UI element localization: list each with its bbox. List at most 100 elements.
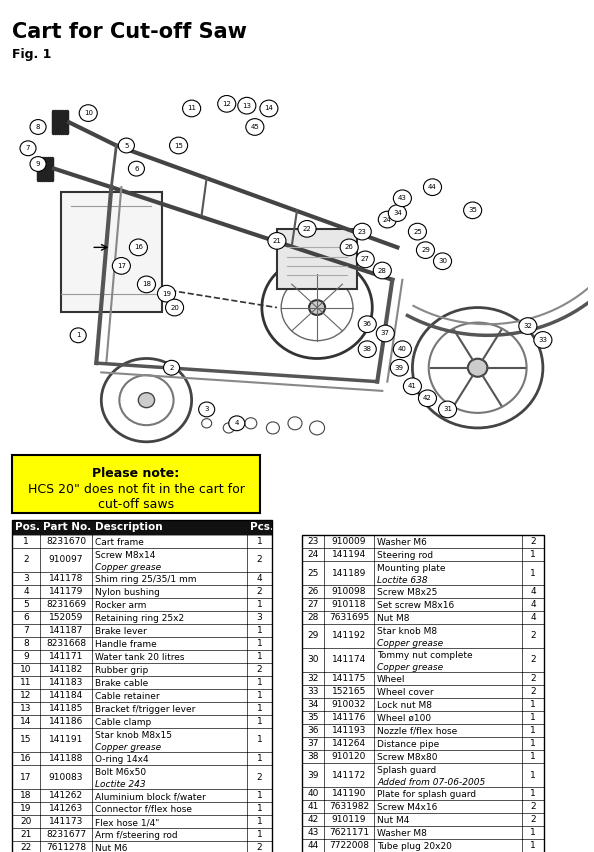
Text: 24: 24	[307, 550, 318, 559]
Text: 34: 34	[393, 210, 402, 216]
Bar	[12, 676, 272, 689]
Text: 910083: 910083	[49, 773, 83, 781]
Bar	[12, 728, 272, 752]
Bar	[302, 800, 544, 813]
Text: 24: 24	[383, 216, 391, 222]
Text: 2: 2	[257, 665, 263, 674]
Text: 1: 1	[530, 828, 536, 837]
Text: Screw M8x14: Screw M8x14	[95, 551, 156, 560]
Text: 141188: 141188	[49, 754, 83, 763]
Bar	[12, 520, 272, 535]
Text: 37: 37	[381, 331, 390, 337]
Text: 15: 15	[20, 735, 31, 745]
Circle shape	[412, 308, 543, 428]
Text: 141192: 141192	[332, 631, 366, 641]
Text: 34: 34	[307, 700, 319, 709]
Text: 1: 1	[530, 726, 536, 735]
Circle shape	[246, 118, 264, 135]
Text: 2: 2	[530, 815, 536, 824]
Bar	[302, 737, 544, 750]
Circle shape	[418, 390, 437, 406]
Circle shape	[468, 359, 488, 377]
Text: 141175: 141175	[332, 674, 366, 683]
Text: 910120: 910120	[332, 752, 366, 761]
Text: 26: 26	[307, 587, 319, 596]
Text: Please note:: Please note:	[93, 467, 179, 480]
Bar	[302, 763, 544, 787]
Text: 41: 41	[307, 802, 319, 811]
Text: 910032: 910032	[332, 700, 366, 709]
Bar	[302, 839, 544, 852]
Text: 141189: 141189	[332, 568, 366, 578]
Bar	[302, 813, 544, 826]
Text: 7621171: 7621171	[329, 828, 369, 837]
Text: 6: 6	[23, 613, 29, 622]
Text: 2: 2	[530, 802, 536, 811]
Circle shape	[166, 299, 184, 316]
Bar	[302, 611, 544, 624]
Text: 141174: 141174	[332, 655, 366, 665]
Text: 141187: 141187	[49, 626, 83, 635]
Bar	[12, 702, 272, 715]
Text: Flex hose 1/4": Flex hose 1/4"	[95, 818, 159, 827]
Text: 8231670: 8231670	[46, 537, 86, 546]
Circle shape	[112, 257, 131, 274]
Text: 25: 25	[413, 228, 422, 234]
Text: 28: 28	[307, 613, 319, 622]
Text: 910009: 910009	[332, 537, 366, 546]
Text: 1: 1	[257, 717, 263, 726]
Bar	[12, 585, 272, 598]
Text: Part No.: Part No.	[43, 522, 91, 532]
Text: 19: 19	[20, 804, 31, 813]
Circle shape	[403, 378, 422, 394]
Text: Nozzle f/flex hose: Nozzle f/flex hose	[377, 727, 457, 736]
Circle shape	[30, 157, 46, 171]
Text: Cable clamp: Cable clamp	[95, 718, 151, 727]
Text: Cable retainer: Cable retainer	[95, 692, 160, 701]
Text: Screw M4x16: Screw M4x16	[377, 803, 437, 812]
Circle shape	[201, 418, 211, 428]
Bar	[12, 637, 272, 650]
Bar	[12, 650, 272, 663]
Text: 18: 18	[142, 281, 151, 287]
Text: 7631982: 7631982	[329, 802, 369, 811]
Bar	[12, 611, 272, 624]
Text: 2: 2	[530, 687, 536, 696]
Circle shape	[119, 375, 173, 425]
Text: 25: 25	[307, 568, 319, 578]
Text: Nylon bushing: Nylon bushing	[95, 588, 160, 597]
Text: 141176: 141176	[332, 713, 366, 722]
Text: Wheel cover: Wheel cover	[377, 688, 434, 697]
Text: 11: 11	[187, 106, 196, 112]
Text: 2: 2	[257, 773, 263, 781]
Text: 18: 18	[20, 791, 31, 800]
Circle shape	[223, 423, 234, 433]
Text: 32: 32	[523, 323, 532, 329]
Bar	[12, 789, 272, 802]
Text: 10: 10	[84, 110, 93, 116]
Text: 13: 13	[242, 103, 251, 109]
Bar	[302, 624, 544, 648]
Text: 7631695: 7631695	[329, 613, 369, 622]
Text: 11: 11	[20, 678, 31, 687]
Text: 141178: 141178	[49, 574, 83, 583]
Circle shape	[358, 341, 376, 358]
Text: 1: 1	[257, 652, 263, 661]
Text: 141262: 141262	[49, 791, 83, 800]
Text: 43: 43	[307, 828, 319, 837]
Text: 1: 1	[257, 754, 263, 763]
Text: Tube plug 20x20: Tube plug 20x20	[377, 842, 452, 851]
Bar	[12, 548, 272, 572]
Circle shape	[429, 323, 527, 413]
Text: 141191: 141191	[49, 735, 83, 745]
Text: 10: 10	[20, 665, 31, 674]
Text: HCS 20" does not fit in the cart for
cut-off saws: HCS 20" does not fit in the cart for cut…	[27, 483, 245, 511]
Text: 35: 35	[307, 713, 319, 722]
Text: 20: 20	[20, 817, 31, 826]
Text: 7: 7	[23, 626, 29, 635]
Text: 141179: 141179	[49, 587, 83, 596]
Bar	[12, 624, 272, 637]
Text: Screw M8x25: Screw M8x25	[377, 588, 437, 597]
Circle shape	[70, 328, 86, 343]
Circle shape	[340, 239, 358, 256]
